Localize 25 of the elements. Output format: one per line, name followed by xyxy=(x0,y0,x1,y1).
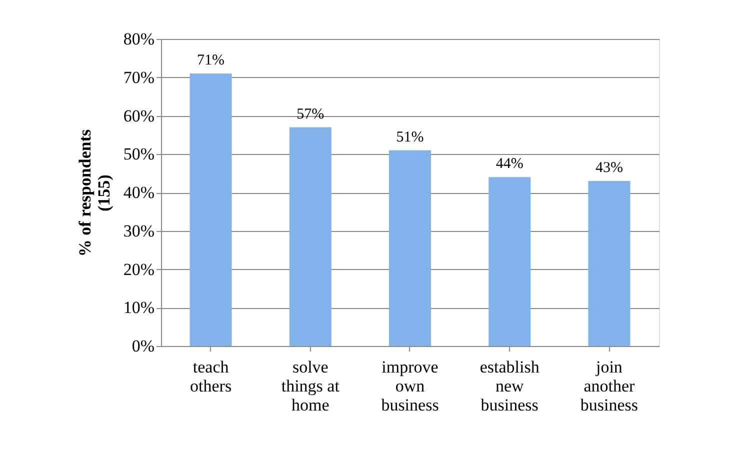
bar xyxy=(190,74,232,346)
bar xyxy=(588,180,630,346)
x-tick-label: improve own business xyxy=(381,358,439,414)
data-label: 51% xyxy=(396,129,424,146)
y-tick-label: 0% xyxy=(132,336,154,356)
data-label: 57% xyxy=(296,106,324,122)
data-label: 71% xyxy=(197,52,225,69)
data-label: 43% xyxy=(595,160,623,176)
bar xyxy=(488,177,531,346)
y-axis-title: % of respondents (155) xyxy=(75,129,114,257)
y-tick-label: 40% xyxy=(123,183,154,202)
bar xyxy=(289,127,332,346)
x-tick-label: join another business xyxy=(580,358,638,414)
y-tick-label: 70% xyxy=(123,68,154,87)
y-tick-label: 30% xyxy=(123,221,154,240)
x-tick-label: establish new business xyxy=(480,358,540,414)
y-tick-label: 20% xyxy=(123,260,154,279)
y-tick-label: 60% xyxy=(123,106,154,126)
y-tick-label: 80% xyxy=(123,30,154,48)
data-label: 44% xyxy=(496,156,524,172)
x-tick-label: teach others xyxy=(190,358,232,396)
y-tick-label: 50% xyxy=(123,144,154,164)
bar xyxy=(389,150,431,346)
x-tick-label: solve things at home xyxy=(281,358,340,414)
y-tick-label: 10% xyxy=(123,298,154,318)
